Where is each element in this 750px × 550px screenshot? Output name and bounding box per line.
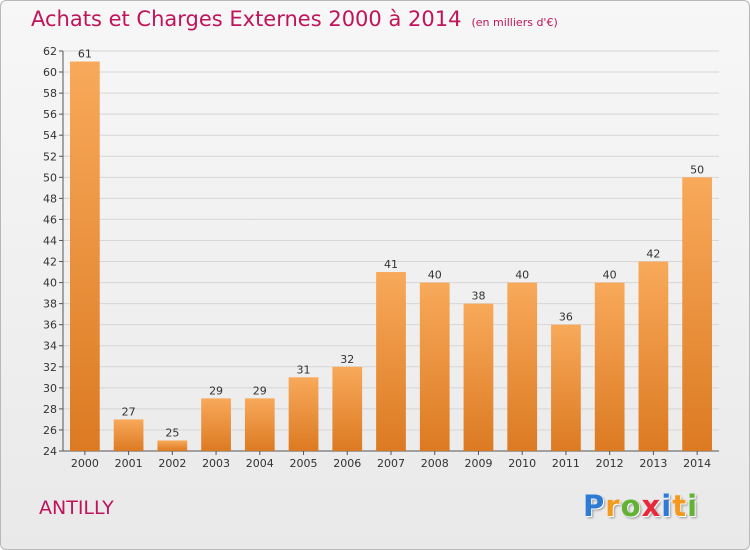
y-tick-label: 46: [43, 213, 57, 226]
y-tick-label: 60: [43, 66, 57, 79]
x-tick-label: 2004: [246, 457, 274, 470]
data-label: 40: [603, 269, 617, 282]
bar-2012: [594, 282, 625, 451]
bar-2009: [463, 303, 494, 451]
data-label: 40: [428, 269, 442, 282]
tick-labels: 24 26 28 30 32 34 36 38 40 42 44 46 48 50 52 54 56 58 60 62…: [43, 45, 711, 470]
x-tick-label: 2010: [508, 457, 536, 470]
bar-2005: [288, 377, 319, 451]
chart-subtitle: (en milliers d'€): [471, 16, 558, 29]
data-label: 38: [471, 290, 485, 303]
bar-2014: [682, 177, 713, 451]
bar-2004: [244, 398, 275, 451]
y-tick-label: 34: [43, 340, 57, 353]
data-label: 32: [340, 353, 354, 366]
data-label: 29: [253, 384, 267, 397]
data-label: 25: [165, 426, 179, 439]
y-tick-label: 26: [43, 424, 57, 437]
bar-2011: [551, 324, 581, 451]
data-label: 29: [209, 384, 223, 397]
bar-2003: [201, 398, 231, 451]
bar-2010: [507, 282, 538, 451]
bar-2007: [376, 272, 406, 451]
x-tick-label: 2001: [115, 457, 143, 470]
logo-letter: i: [687, 489, 699, 523]
y-tick-label: 50: [43, 171, 57, 184]
y-tick-label: 62: [43, 45, 57, 58]
data-label: 31: [297, 363, 311, 376]
x-tick-label: 2007: [377, 457, 405, 470]
data-label: 27: [122, 405, 136, 418]
data-label: 41: [384, 258, 398, 271]
data-label: 42: [646, 248, 660, 261]
bar-2001: [113, 419, 144, 451]
logo-letter: o: [620, 489, 642, 523]
y-tick-label: 48: [43, 192, 57, 205]
bar-2000: [69, 61, 100, 452]
bar-2006: [332, 366, 363, 451]
x-tick-label: 2002: [158, 457, 186, 470]
y-tick-label: 42: [43, 256, 57, 269]
x-tick-label: 2006: [333, 457, 361, 470]
x-tick-label: 2008: [421, 457, 449, 470]
y-tick-label: 56: [43, 108, 57, 121]
x-tick-label: 2009: [464, 457, 492, 470]
chart-title: Achats et Charges Externes 2000 à 2014 (e…: [31, 7, 558, 31]
bar-2002: [157, 440, 188, 451]
y-tick-label: 38: [43, 298, 57, 311]
y-tick-label: 36: [43, 319, 57, 332]
logo-letter: x: [641, 489, 662, 523]
x-tick-label: 2014: [683, 457, 711, 470]
y-tick-label: 52: [43, 150, 57, 163]
logo-letter: t: [672, 489, 688, 523]
data-label: 36: [559, 311, 573, 324]
data-label: 40: [515, 269, 529, 282]
data-label: 50: [690, 163, 704, 176]
y-tick-label: 40: [43, 277, 57, 290]
logo-letter: r: [605, 489, 621, 523]
y-tick-label: 58: [43, 87, 57, 100]
x-tick-label: 2003: [202, 457, 230, 470]
x-tick-label: 2011: [552, 457, 580, 470]
x-tick-label: 2005: [290, 457, 318, 470]
commune-name: ANTILLY: [39, 497, 114, 519]
x-tick-label: 2012: [596, 457, 624, 470]
y-tick-label: 32: [43, 361, 57, 374]
bar-2013: [638, 261, 669, 451]
bars: [69, 61, 713, 452]
x-tick-label: 2000: [71, 457, 99, 470]
bar-2008: [419, 282, 450, 451]
data-label: 61: [78, 48, 92, 61]
y-tick-label: 54: [43, 129, 57, 142]
logo-letter: i: [661, 489, 673, 523]
logo-letter: P: [583, 489, 606, 523]
data-labels: 61 27 25 29 29 31 32 41 40 38 40 36 40 42 50: [78, 48, 704, 440]
y-tick-label: 24: [43, 445, 57, 458]
y-tick-label: 28: [43, 403, 57, 416]
proxiti-logo: Proxiti: [583, 489, 698, 523]
x-tick-label: 2013: [639, 457, 667, 470]
chart-title-text: Achats et Charges Externes 2000 à 2014: [31, 7, 462, 31]
y-tick-label: 30: [43, 382, 57, 395]
y-tick-label: 44: [43, 234, 57, 247]
